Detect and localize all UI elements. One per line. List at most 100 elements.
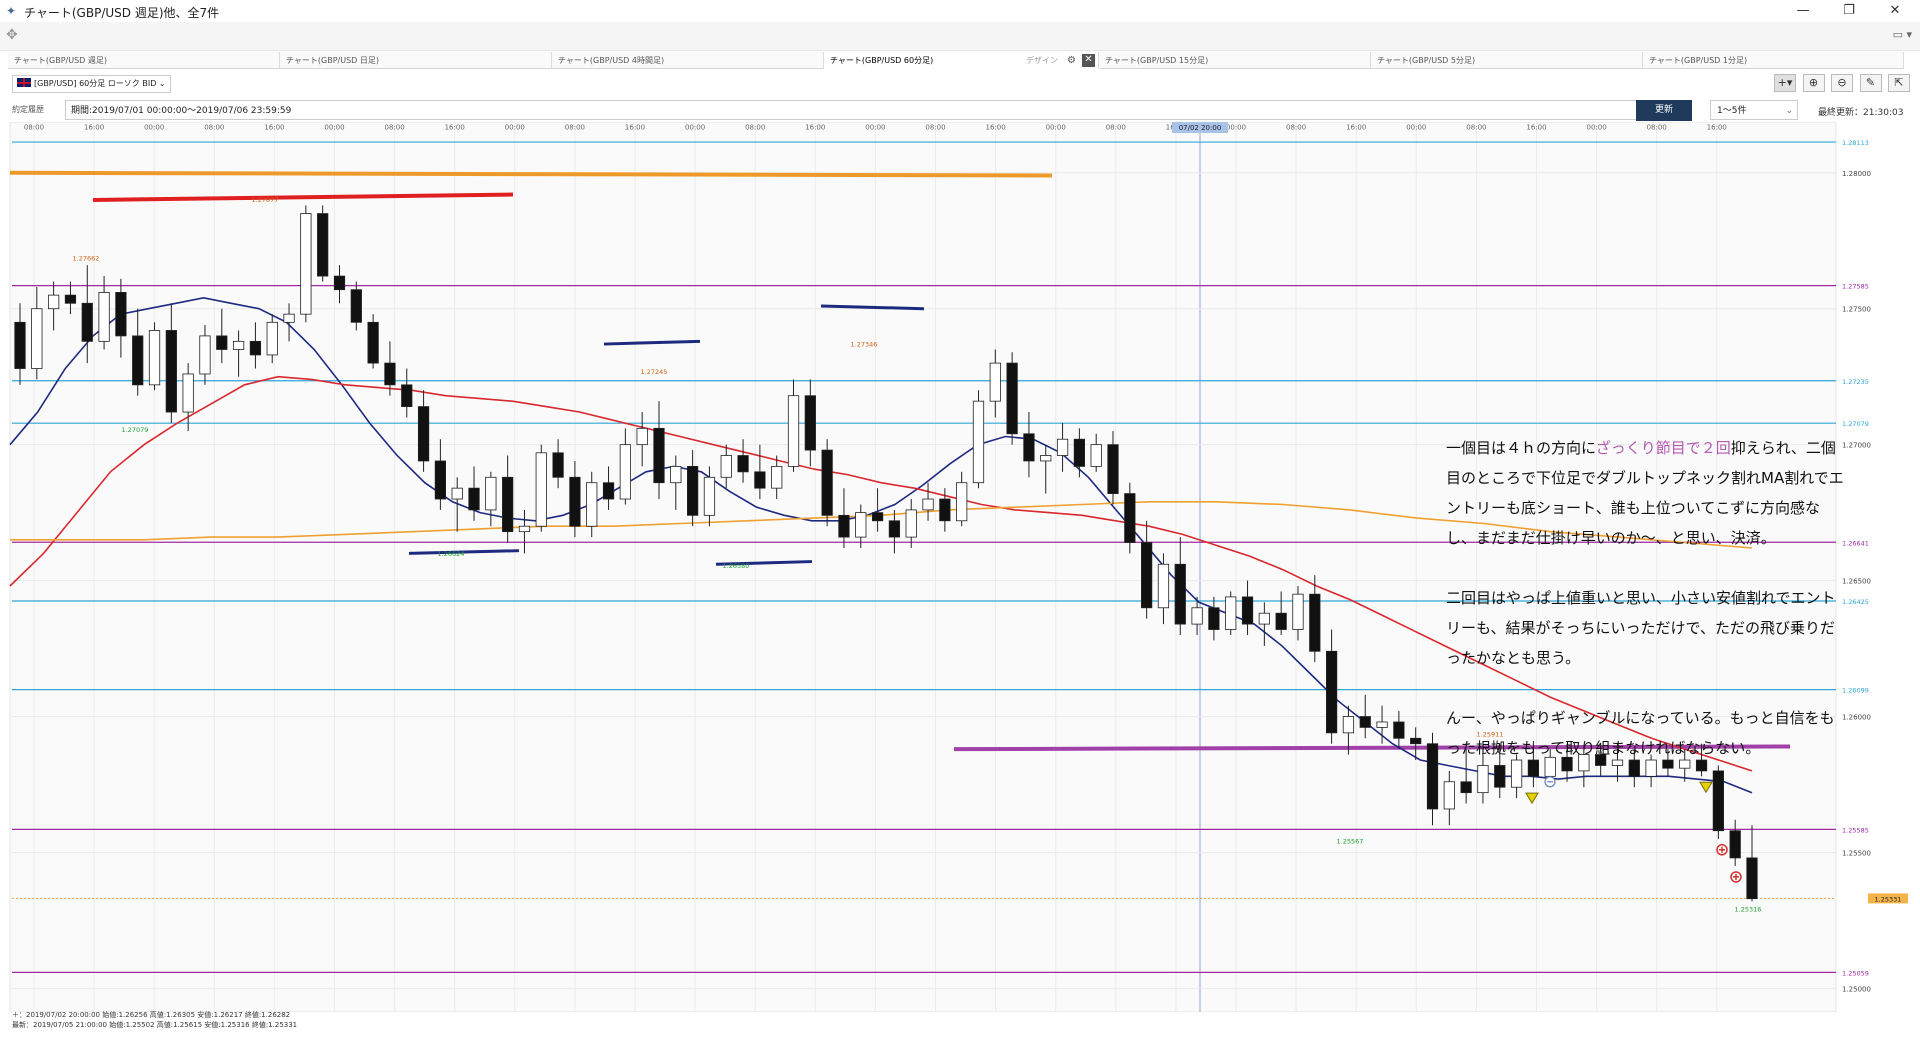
candle-body (871, 512, 884, 522)
trade-history-tab[interactable]: 約定履歴 (12, 105, 44, 114)
x-tick-label: 16:00 (805, 124, 825, 132)
candle-body (367, 321, 379, 364)
price-label: 1.27346 (851, 341, 878, 349)
gear-icon[interactable]: ⚙ (1067, 55, 1076, 66)
candle-body (14, 321, 26, 369)
tab-1min[interactable]: チャート(GBP/USD 1分足) (1643, 52, 1904, 69)
tab-60min[interactable]: チャート(GBP/USD 60分足) デザイン ⚙ ✕ (824, 52, 1099, 69)
tab-label: チャート(GBP/USD 60分足) (830, 56, 934, 65)
candle-body (619, 444, 631, 500)
candle-body (636, 427, 648, 446)
trade-markers (1525, 776, 1742, 883)
close-button[interactable]: ✕ (1889, 3, 1901, 18)
period-field[interactable]: 期間:2019/07/01 00:00:00〜2019/07/06 23:59:… (65, 100, 1641, 120)
design-link[interactable]: デザイン (1026, 56, 1058, 65)
tab-label: チャート(GBP/USD 5分足) (1377, 56, 1476, 65)
candle-body (98, 292, 110, 342)
y-tick-label: 1.28000 (1842, 170, 1871, 178)
candle-body (1477, 765, 1489, 794)
candle-body (703, 476, 716, 516)
price-label: 1.26580 (723, 562, 750, 570)
candle-body (1426, 743, 1439, 810)
period-bar: 約定履歴 期間:2019/07/01 00:00:00〜2019/07/06 2… (8, 100, 1912, 122)
minimize-button[interactable]: — (1796, 3, 1810, 18)
candle-body (1157, 563, 1170, 609)
y-axis: 1.28000 1.27500 1.27000 1.26500 1.26000 1.255… (1842, 139, 1908, 993)
x-tick-label: 08:00 (1647, 124, 1667, 132)
candle-body (165, 330, 177, 413)
candle-body (1191, 607, 1203, 625)
candle-body (1006, 362, 1018, 435)
count-select[interactable]: 1〜5件 ⌄ (1710, 100, 1798, 120)
candle-body (771, 466, 783, 489)
candle-body (216, 335, 228, 350)
candle-body (855, 512, 867, 538)
level-label: 1.27235 (1842, 378, 1869, 386)
x-tick-label: 16:00 (625, 124, 645, 132)
tab-daily[interactable]: チャート(GBP/USD 日足) (280, 52, 552, 69)
candle-body (1359, 716, 1371, 728)
window-tools-icon[interactable]: ▭ ▾ (1892, 28, 1912, 41)
y-tick-label: 1.27500 (1842, 306, 1871, 314)
price-chart[interactable]: 1.27662 1.27877 1.27079 1.27245 1.26624 1.265… (0, 122, 1920, 1012)
candle-body (1325, 650, 1338, 734)
level-label: 1.27079 (1842, 420, 1869, 428)
candle-body (1712, 770, 1724, 832)
close-tab-icon[interactable]: ✕ (1082, 54, 1095, 67)
candle-body (182, 373, 194, 413)
plot-area[interactable] (9, 122, 1837, 1012)
price-label: 1.27877 (252, 196, 279, 204)
top-line-navy (820, 304, 925, 311)
candle-body (888, 520, 901, 538)
x-tick-label: 16:00 (1707, 124, 1727, 132)
tab-5min[interactable]: チャート(GBP/USD 5分足) (1371, 52, 1643, 69)
level-label: 1.28113 (1842, 139, 1869, 147)
candle-body (838, 514, 850, 538)
zoom-in-icon[interactable]: ⊕ (1802, 74, 1825, 92)
x-tick-label: 08:00 (565, 124, 585, 132)
candle-body (350, 289, 362, 323)
candle-body (249, 340, 262, 356)
zoom-out-icon[interactable]: ⊖ (1831, 74, 1853, 92)
tab-4hour[interactable]: チャート(GBP/USD 4時間足) (552, 52, 824, 69)
latest-info: 最新：2019/07/05 21:00:00 始値:1.25502 高値:1.2… (12, 1021, 298, 1029)
candle-body (720, 455, 732, 478)
candle-body (64, 294, 77, 304)
x-tick-label: 08:00 (1286, 124, 1306, 132)
crosshair-time-label: 07/02 20:00 (1179, 124, 1222, 132)
x-tick-label: 00:00 (1226, 124, 1246, 132)
candle-body (737, 455, 749, 473)
update-button[interactable]: 更新 (1636, 100, 1692, 121)
y-tick-label: 1.25000 (1842, 985, 1871, 993)
candle-body (434, 460, 447, 500)
move-handle-icon[interactable]: ✥ (6, 27, 18, 43)
candle-body (1662, 759, 1674, 769)
price-label: 1.25316 (1735, 905, 1762, 913)
level-label: 1.26425 (1842, 598, 1869, 606)
candle-body (1695, 759, 1708, 772)
add-indicator-button[interactable]: +▾ (1774, 74, 1796, 92)
draw-pencil-icon[interactable]: ✎ (1859, 74, 1882, 92)
symbol-select[interactable]: [GBP/USD] 60分足 ローソク BID ⌄ (12, 75, 171, 93)
bottom-line-navy (408, 549, 520, 555)
level-label: 1.25059 (1842, 969, 1869, 977)
candle-body (1578, 754, 1590, 772)
level-label: 1.26099 (1842, 687, 1869, 695)
count-select-value: 1〜5件 (1717, 106, 1747, 116)
restore-button[interactable]: ❐ (1843, 3, 1855, 18)
candle-body (417, 406, 430, 462)
x-tick-label: 08:00 (925, 124, 945, 132)
tab-weekly[interactable]: チャート(GBP/USD 週足) (8, 52, 280, 69)
resistance-line-red (92, 192, 514, 202)
candle-body (905, 509, 917, 538)
candle-body (1443, 781, 1455, 810)
candle-body (939, 498, 951, 522)
popout-icon[interactable]: ⇱ (1888, 74, 1910, 92)
candle-body (1073, 438, 1085, 467)
candle-body (199, 335, 211, 375)
tab-15min[interactable]: チャート(GBP/USD 15分足) (1099, 52, 1371, 69)
chevron-down-icon: ⌄ (158, 79, 166, 88)
candle-body (1208, 607, 1220, 630)
title-bar: ✦ チャート(GBP/USD 週足)他、全7件 — ❐ ✕ (0, 0, 1920, 23)
candle-body (148, 330, 161, 386)
